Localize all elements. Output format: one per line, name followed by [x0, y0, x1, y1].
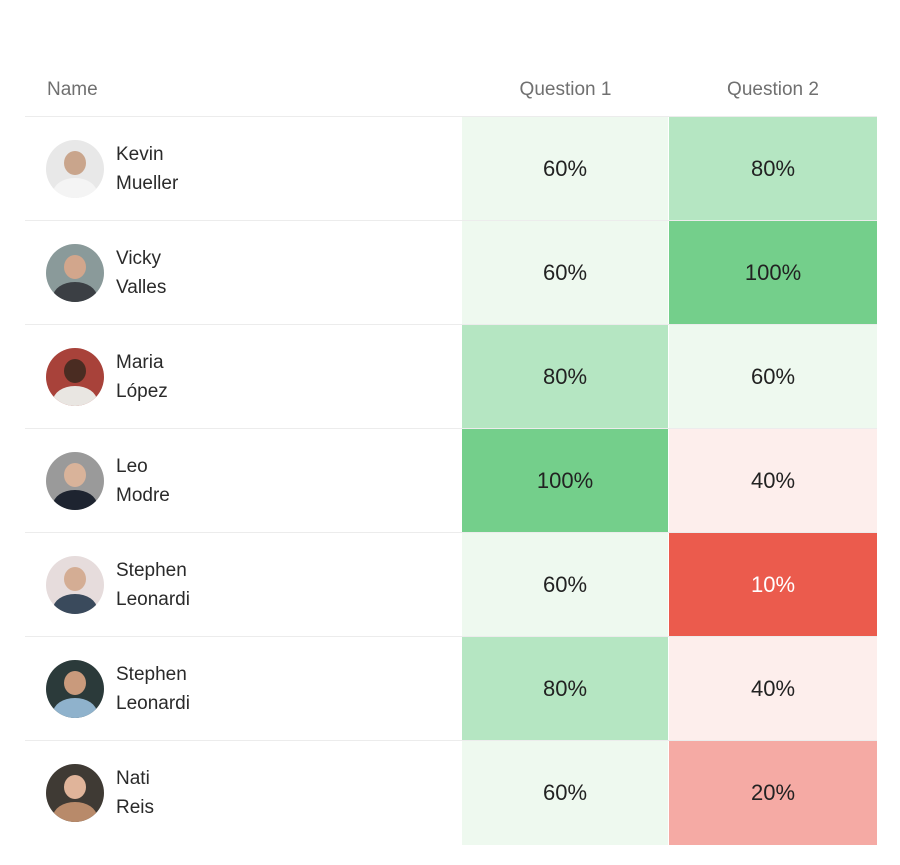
name-cell: Maria López	[25, 325, 462, 428]
person-name: Nati Reis	[116, 764, 154, 822]
score-question-2: 40%	[669, 637, 877, 740]
avatar	[46, 243, 104, 302]
score-question-2: 60%	[669, 325, 877, 428]
person-name: Vicky Valles	[116, 244, 166, 302]
first-name: Maria	[116, 351, 164, 373]
first-name: Leo	[116, 455, 148, 477]
person-name: Kevin Mueller	[116, 140, 178, 198]
name-cell: Nati Reis	[25, 741, 462, 845]
score-question-1: 60%	[462, 221, 669, 324]
last-name: Leonardi	[116, 588, 190, 610]
table-row[interactable]: Stephen Leonardi 60% 10%	[25, 533, 877, 637]
last-name: Mueller	[116, 172, 179, 194]
avatar	[46, 659, 104, 718]
column-header-question-1: Question 1	[519, 79, 612, 100]
score-question-2: 100%	[669, 221, 877, 324]
score-question-1: 80%	[462, 637, 669, 740]
score-question-2: 20%	[669, 741, 877, 845]
name-cell: Vicky Valles	[25, 221, 462, 324]
table-row[interactable]: Nati Reis 60% 20%	[25, 741, 877, 845]
results-table: Name Question 1 Question 2 Kevin Mueller…	[25, 64, 877, 845]
name-cell: Kevin Mueller	[25, 117, 462, 220]
first-name: Stephen	[116, 559, 187, 581]
column-header-name: Name	[47, 79, 98, 100]
last-name: Modre	[116, 484, 170, 506]
last-name: Reis	[116, 797, 155, 818]
last-name: Valles	[116, 276, 167, 298]
name-cell: Stephen Leonardi	[25, 533, 462, 636]
score-question-2: 40%	[669, 429, 877, 532]
score-question-1: 100%	[462, 429, 669, 532]
person-name: Stephen Leonardi	[116, 660, 190, 718]
column-header-question-2: Question 2	[727, 79, 819, 100]
table-row[interactable]: Maria López 80% 60%	[25, 325, 877, 429]
avatar	[46, 139, 104, 198]
name-cell: Leo Modre	[25, 429, 462, 532]
table-row[interactable]: Vicky Valles 60% 100%	[25, 221, 877, 325]
first-name: Nati	[116, 768, 150, 789]
table-header: Name Question 1 Question 2	[25, 64, 877, 117]
avatar	[46, 451, 104, 510]
score-question-2: 10%	[669, 533, 877, 636]
first-name: Vicky	[116, 247, 162, 269]
last-name: Leonardi	[116, 692, 190, 714]
first-name: Stephen	[116, 663, 187, 685]
score-question-1: 60%	[462, 741, 669, 845]
score-question-2: 80%	[669, 117, 877, 220]
person-name: Leo Modre	[116, 452, 170, 510]
person-name: Stephen Leonardi	[116, 556, 190, 614]
table-row[interactable]: Kevin Mueller 60% 80%	[25, 117, 877, 221]
table-row[interactable]: Leo Modre 100% 40%	[25, 429, 877, 533]
first-name: Kevin	[116, 143, 164, 165]
avatar	[46, 555, 104, 614]
name-cell: Stephen Leonardi	[25, 637, 462, 740]
score-question-1: 60%	[462, 117, 669, 220]
last-name: López	[116, 380, 168, 402]
person-name: Maria López	[116, 348, 168, 406]
avatar	[46, 764, 104, 822]
score-question-1: 80%	[462, 325, 669, 428]
avatar	[46, 347, 104, 406]
score-question-1: 60%	[462, 533, 669, 636]
table-row[interactable]: Stephen Leonardi 80% 40%	[25, 637, 877, 741]
